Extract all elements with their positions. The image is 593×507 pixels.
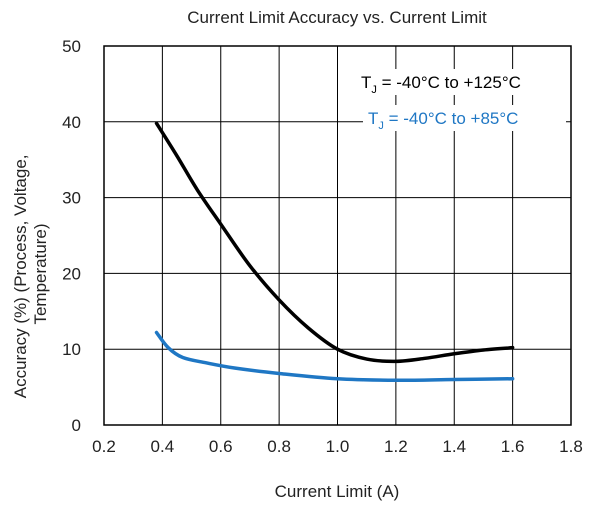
x-axis-label: Current Limit (A) bbox=[275, 482, 400, 501]
y-tick-label: 50 bbox=[62, 37, 81, 56]
x-tick-label: 0.4 bbox=[151, 437, 175, 456]
y-tick-label: 20 bbox=[62, 264, 81, 283]
y-axis-label-line-2: Temperature) bbox=[31, 223, 50, 324]
y-tick-label: 30 bbox=[62, 189, 81, 208]
x-tick-label: 1.2 bbox=[384, 437, 408, 456]
legend: TJ = -40°C to +125°CTJ = -40°C to +85°C bbox=[356, 69, 566, 132]
plot-frame bbox=[103, 45, 572, 426]
legend-symbol: T bbox=[368, 109, 378, 128]
x-tick-label: 0.2 bbox=[92, 437, 116, 456]
series-line-1 bbox=[154, 121, 515, 364]
legend-subscript: J bbox=[371, 84, 377, 96]
y-axis-label-line-1: Accuracy (%) (Process, Voltage, bbox=[11, 154, 30, 398]
y-tick-label: 0 bbox=[72, 416, 81, 435]
legend-symbol: T bbox=[361, 73, 371, 92]
series-lines bbox=[154, 121, 515, 383]
y-tick-label: 40 bbox=[62, 113, 81, 132]
x-tick-labels: 0.2 0.4 0.6 0.8 1.0 1.2 1.4 1.6 1.8 bbox=[92, 437, 583, 456]
legend-background bbox=[363, 105, 566, 131]
x-tick-label: 0.8 bbox=[267, 437, 291, 456]
x-tick-label: 1.4 bbox=[442, 437, 466, 456]
x-tick-label: 1.8 bbox=[559, 437, 583, 456]
legend-label: = -40°C to +125°C bbox=[377, 73, 521, 92]
y-tick-labels: 0 10 20 30 40 50 bbox=[62, 37, 81, 435]
grid bbox=[103, 45, 572, 426]
legend-label: = -40°C to +85°C bbox=[384, 109, 519, 128]
legend-subscript: J bbox=[378, 120, 384, 132]
y-axis-label: Accuracy (%) (Process, Voltage, Temperat… bbox=[11, 150, 50, 399]
x-tick-label: 1.6 bbox=[501, 437, 525, 456]
y-tick-label: 10 bbox=[62, 340, 81, 359]
legend-background bbox=[356, 69, 566, 95]
legend-entry-1: TJ = -40°C to +125°C bbox=[361, 73, 521, 96]
chart-title: Current Limit Accuracy vs. Current Limit bbox=[187, 8, 487, 27]
legend-entry-2: TJ = -40°C to +85°C bbox=[368, 109, 518, 132]
x-tick-label: 1.0 bbox=[326, 437, 350, 456]
series-line-2 bbox=[154, 330, 515, 383]
x-tick-label: 0.6 bbox=[209, 437, 233, 456]
